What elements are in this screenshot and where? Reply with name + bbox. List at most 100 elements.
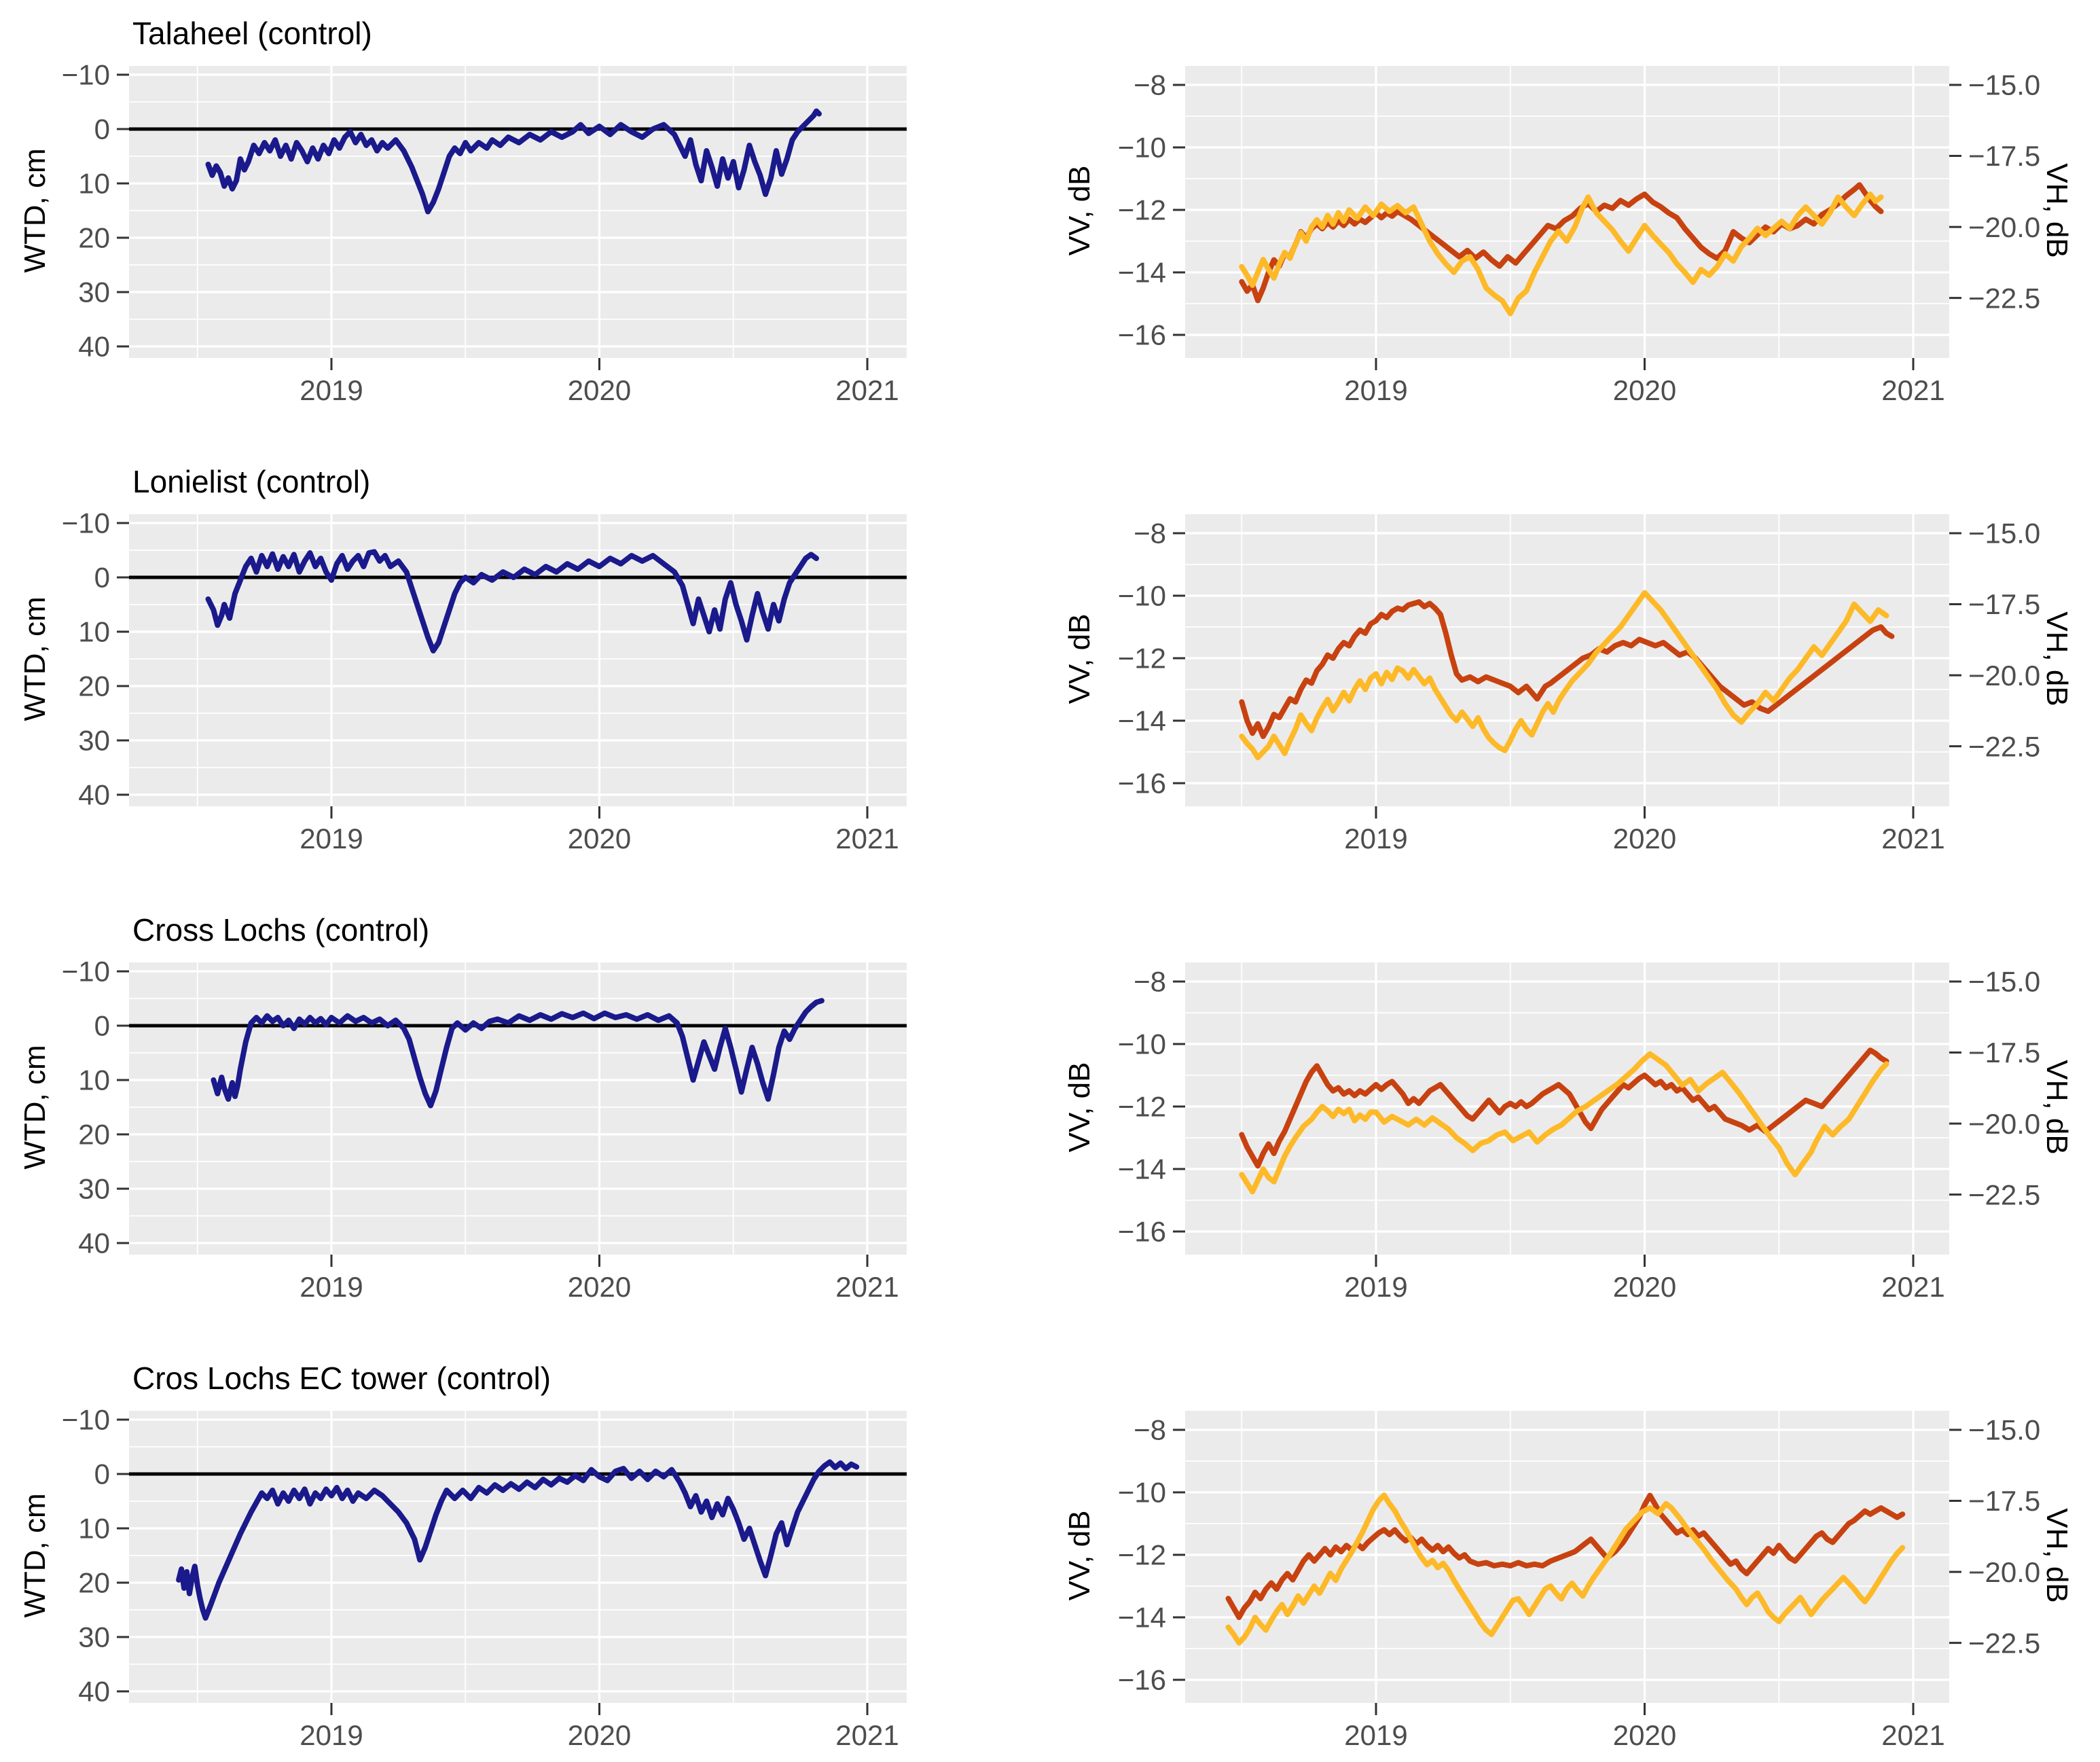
vv-tick-label: −12 [1118, 1091, 1166, 1123]
wtd-tick-label: 20 [78, 222, 110, 254]
x-tick-label: 2019 [1344, 374, 1407, 406]
x-tick-label: 2019 [300, 823, 363, 855]
vh-tick-label: −22.5 [1968, 282, 2040, 314]
wtd-tick-label: 40 [78, 779, 110, 811]
wtd-tick-label: 30 [78, 725, 110, 757]
wtd-tick-label: −10 [62, 59, 110, 91]
vv-tick-label: −8 [1134, 69, 1166, 101]
sar-chart-row3: 2019 2020 2021 −8 −10 −12 −14 −16 −15.0 −17.5 −20.… [1118, 963, 2040, 1303]
x-tick-label: 2019 [300, 374, 363, 406]
wtd-tick-label: 10 [78, 616, 110, 648]
vv-axis-label-row2: VV, dB [1063, 613, 1096, 704]
wtd-tick-label: 30 [78, 1621, 110, 1653]
wtd-tick-label: 10 [78, 1064, 110, 1096]
wtd-line [176, 1459, 860, 1621]
vv-axis-label-row3: VV, dB [1063, 1062, 1096, 1153]
wtd-tick-label: −10 [62, 507, 110, 539]
vh-tick-label: −20.0 [1968, 211, 2040, 243]
wtd-tick-label: 20 [78, 1119, 110, 1151]
vv-tick-label: −8 [1134, 1414, 1166, 1446]
wtd-line [205, 108, 822, 215]
wtd-tick-label: 30 [78, 276, 110, 308]
vh-tick-label: −22.5 [1968, 1179, 2040, 1210]
vv-tick-label: −12 [1118, 194, 1166, 226]
wtd-line [211, 998, 825, 1109]
x-tick-label: 2020 [568, 374, 631, 406]
wtd-tick-label: −10 [62, 1404, 110, 1436]
x-tick-label: 2021 [835, 823, 899, 855]
wtd-line [205, 549, 819, 653]
vh-tick-label: −20.0 [1968, 660, 2040, 691]
vh-tick-label: −17.5 [1968, 588, 2040, 620]
vv-tick-label: −10 [1118, 580, 1166, 612]
vh-tick-label: −15.0 [1968, 69, 2040, 101]
wtd-tick-label: 0 [94, 113, 110, 145]
x-tick-label: 2021 [835, 1271, 899, 1303]
wtd-tick-label: −10 [62, 956, 110, 988]
x-tick-label: 2021 [1881, 1719, 1944, 1751]
wtd-axis-label-row2: WTD, cm [18, 596, 52, 721]
wtd-tick-label: 0 [94, 1010, 110, 1042]
vv-tick-label: −10 [1118, 1028, 1166, 1060]
sar-chart-row1: 2019 2020 2021 −8 −10 −12 −14 −16 −15.0 −17.5 −20.… [1118, 66, 2040, 406]
wtd-chart-row3: 2019 2020 2021 −10 0 10 20 30 40 [62, 956, 907, 1303]
vh-axis-label-row2: VH, dB [2040, 611, 2074, 706]
wtd-tick-label: 20 [78, 670, 110, 702]
vv-tick-label: −8 [1134, 518, 1166, 550]
x-tick-label: 2020 [1613, 1719, 1676, 1751]
x-tick-label: 2021 [1881, 823, 1944, 855]
panel-background [129, 514, 907, 806]
panel-background [1185, 514, 1949, 806]
vh-tick-label: −22.5 [1968, 1627, 2040, 1659]
sar-chart-row4: 2019 2020 2021 −8 −10 −12 −14 −16 −15.0 −17.5 −20.… [1118, 1411, 2040, 1751]
panel-background [129, 66, 907, 358]
vh-tick-label: −20.0 [1968, 1108, 2040, 1140]
x-tick-label: 2021 [835, 1719, 899, 1751]
wtd-tick-label: 40 [78, 1676, 110, 1708]
x-tick-label: 2020 [568, 823, 631, 855]
vh-tick-label: −17.5 [1968, 140, 2040, 172]
x-tick-label: 2020 [1613, 374, 1676, 406]
vh-tick-label: −17.5 [1968, 1037, 2040, 1068]
chart-title-row4: Cros Lochs EC tower (control) [132, 1361, 551, 1396]
sar-chart-row2: 2019 2020 2021 −8 −10 −12 −14 −16 −15.0 −17.5 −20.… [1118, 514, 2040, 855]
wtd-tick-label: 0 [94, 562, 110, 594]
vh-tick-label: −15.0 [1968, 518, 2040, 550]
wtd-axis-label-row1: WTD, cm [18, 148, 52, 273]
wtd-tick-label: 0 [94, 1458, 110, 1490]
wtd-tick-label: 30 [78, 1173, 110, 1205]
vh-tick-label: −15.0 [1968, 966, 2040, 998]
x-tick-label: 2019 [1344, 1719, 1407, 1751]
vv-tick-label: −14 [1118, 1602, 1166, 1634]
panel-background [1185, 963, 1949, 1255]
vv-tick-label: −14 [1118, 257, 1166, 289]
vv-axis-label-row4: VV, dB [1063, 1510, 1096, 1601]
wtd-tick-label: 10 [78, 1513, 110, 1545]
vh-tick-label: −22.5 [1968, 730, 2040, 762]
panel-background [129, 1411, 907, 1703]
vv-tick-label: −16 [1118, 319, 1166, 351]
chart-title-row1: Talaheel (control) [132, 16, 372, 51]
vh-line [1239, 590, 1889, 761]
vv-tick-label: −14 [1118, 705, 1166, 737]
wtd-axis-label-row4: WTD, cm [18, 1493, 52, 1618]
vv-tick-label: −14 [1118, 1153, 1166, 1185]
x-tick-label: 2020 [568, 1271, 631, 1303]
vv-line [1225, 1492, 1906, 1620]
vv-tick-label: −10 [1118, 1477, 1166, 1509]
vv-tick-label: −8 [1134, 966, 1166, 998]
x-tick-label: 2019 [300, 1719, 363, 1751]
vv-tick-label: −10 [1118, 132, 1166, 164]
x-tick-label: 2021 [1881, 1271, 1944, 1303]
vh-axis-label-row4: VH, dB [2040, 1508, 2074, 1603]
vv-tick-label: −16 [1118, 1664, 1166, 1696]
wtd-tick-label: 20 [78, 1567, 110, 1599]
x-tick-label: 2021 [835, 374, 899, 406]
vv-tick-label: −16 [1118, 768, 1166, 799]
x-tick-label: 2019 [1344, 823, 1407, 855]
vh-line [1225, 1492, 1906, 1646]
vv-line [1239, 599, 1895, 739]
x-tick-label: 2020 [1613, 823, 1676, 855]
vv-axis-label-row1: VV, dB [1063, 165, 1096, 256]
